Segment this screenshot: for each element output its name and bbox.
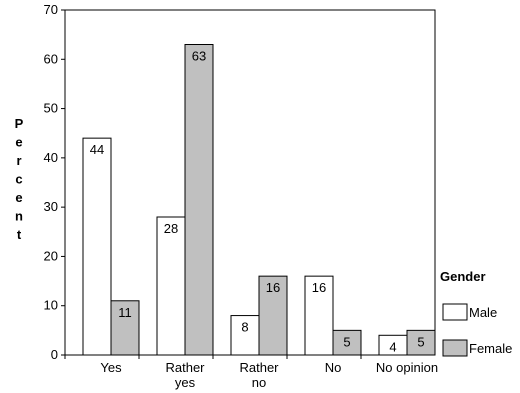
y-tick-label: 20 [44, 248, 58, 263]
bar-female [406, 329, 436, 356]
y-tick-label: 40 [44, 150, 58, 165]
data-label: 16 [266, 280, 280, 295]
bar-male [82, 137, 112, 356]
y-tick-label: 70 [44, 2, 58, 17]
legend-swatch-female [442, 339, 468, 357]
y-tick-label: 60 [44, 51, 58, 66]
data-label: 44 [90, 142, 104, 157]
x-tick-label: No opinion [376, 360, 438, 375]
legend-title: Gender [440, 269, 486, 284]
legend-label-male: Male [469, 305, 497, 320]
plot-area: 0102030405060704411Yes2863Ratheryes816Ra… [44, 2, 439, 390]
bar-female [110, 300, 140, 356]
bar-male [304, 275, 334, 356]
x-tick-label: Rather [165, 360, 205, 375]
bar-female [332, 329, 362, 356]
x-tick-label: yes [175, 375, 196, 390]
x-tick-label: No [325, 360, 342, 375]
y-axis-label-letter: P [15, 116, 24, 131]
y-tick-label: 30 [44, 199, 58, 214]
y-axis-label-letter: t [17, 227, 22, 242]
bar-female [258, 275, 288, 356]
data-label: 11 [118, 305, 132, 320]
y-axis-label-letter: r [16, 153, 21, 168]
legend-swatch-male [442, 303, 468, 321]
data-label: 16 [312, 280, 326, 295]
x-tick-label: Rather [239, 360, 279, 375]
y-tick-label: 0 [51, 347, 58, 362]
x-tick-label: no [252, 375, 266, 390]
bar-female [184, 44, 214, 356]
legend: Gender Male Female [440, 269, 512, 357]
bar-male [230, 315, 260, 356]
data-label: 4 [389, 339, 396, 354]
data-label: 5 [417, 334, 424, 349]
y-axis-label-letter: e [15, 190, 22, 205]
data-label: 63 [192, 49, 206, 64]
x-tick-label: Yes [100, 360, 122, 375]
y-axis-label-letter: e [15, 135, 22, 150]
y-axis-label-letter: n [15, 209, 23, 224]
data-label: 28 [164, 221, 178, 236]
y-tick-label: 10 [44, 298, 58, 313]
bar-male [156, 216, 186, 356]
data-label: 5 [343, 334, 350, 349]
y-axis-label-letter: c [15, 172, 22, 187]
legend-label-female: Female [469, 341, 512, 356]
y-tick-label: 50 [44, 101, 58, 116]
data-label: 8 [241, 320, 248, 335]
